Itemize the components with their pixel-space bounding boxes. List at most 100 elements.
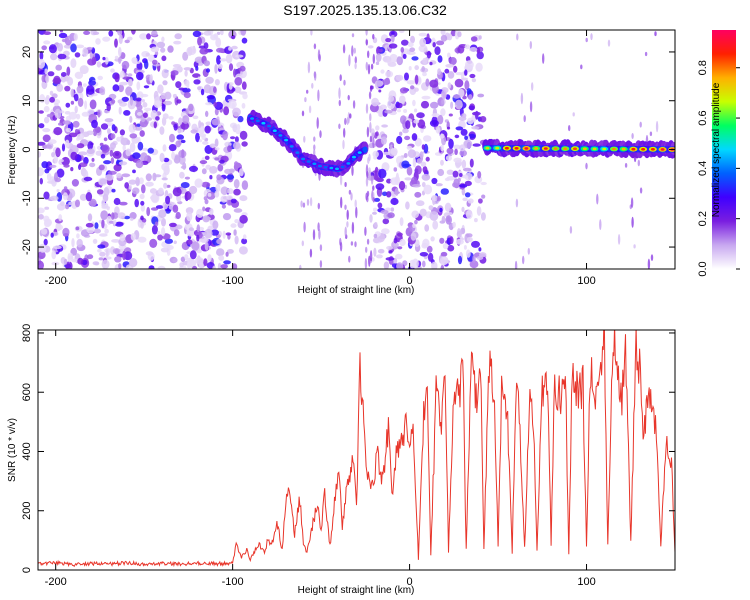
noise-speckle xyxy=(241,81,247,90)
noise-speckle xyxy=(440,34,448,42)
noise-speckle xyxy=(161,217,166,227)
noise-speckle xyxy=(142,102,148,108)
noise-speckle xyxy=(64,139,70,148)
noise-speckle xyxy=(119,201,128,206)
noise-speckle xyxy=(378,168,387,179)
noise-speckle xyxy=(405,201,410,210)
noise-speckle xyxy=(382,218,390,225)
noise-speckle xyxy=(38,167,44,177)
noise-speckle xyxy=(422,57,428,65)
noise-speckle xyxy=(365,39,368,46)
noise-speckle xyxy=(437,114,444,125)
y-tick-label: 0 xyxy=(21,146,33,152)
noise-speckle xyxy=(375,254,383,259)
noise-speckle xyxy=(124,182,130,189)
noise-speckle xyxy=(395,74,404,81)
noise-speckle xyxy=(369,85,373,92)
noise-speckle xyxy=(62,227,70,237)
noise-speckle xyxy=(384,109,393,114)
noise-speckle xyxy=(128,179,137,185)
noise-speckle xyxy=(216,47,225,53)
noise-speckle xyxy=(204,155,210,160)
noise-speckle xyxy=(380,209,389,214)
noise-speckle xyxy=(161,227,166,237)
noise-speckle xyxy=(74,129,79,134)
noise-speckle xyxy=(139,193,145,200)
noise-speckle xyxy=(161,68,169,79)
noise-speckle xyxy=(408,66,412,71)
noise-speckle xyxy=(63,186,68,191)
noise-speckle xyxy=(78,151,88,156)
noise-speckle xyxy=(346,221,349,228)
noise-speckle xyxy=(164,238,173,244)
noise-speckle xyxy=(381,79,391,86)
noise-speckle xyxy=(219,159,225,164)
noise-speckle xyxy=(168,144,177,152)
noise-speckle xyxy=(111,239,121,243)
noise-speckle xyxy=(421,144,425,150)
noise-speckle xyxy=(463,139,473,149)
noise-speckle xyxy=(310,30,313,36)
noise-speckle xyxy=(439,256,449,266)
noise-speckle xyxy=(136,91,144,100)
noise-speckle xyxy=(106,206,110,211)
noise-speckle xyxy=(306,198,310,206)
noise-speckle xyxy=(152,59,158,65)
noise-speckle xyxy=(123,215,131,220)
noise-speckle xyxy=(390,207,395,212)
noise-speckle xyxy=(214,79,220,86)
noise-speckle xyxy=(176,99,182,104)
noise-speckle xyxy=(192,265,198,269)
noise-speckle xyxy=(461,206,465,212)
noise-speckle xyxy=(76,233,80,239)
noise-speckle xyxy=(216,238,223,245)
noise-speckle xyxy=(212,265,216,269)
noise-speckle xyxy=(239,65,246,72)
noise-speckle xyxy=(201,181,211,188)
noise-speckle xyxy=(459,173,463,177)
noise-speckle xyxy=(441,215,446,224)
noise-speckle xyxy=(173,229,180,237)
noise-speckle xyxy=(172,258,178,263)
noise-speckle xyxy=(437,68,441,76)
noise-speckle xyxy=(49,164,57,168)
noise-speckle xyxy=(448,138,454,149)
noise-speckle xyxy=(374,80,384,87)
noise-speckle xyxy=(102,36,111,42)
noise-speckle xyxy=(216,248,225,257)
noise-speckle xyxy=(196,249,202,254)
noise-speckle xyxy=(57,43,63,52)
noise-speckle xyxy=(317,89,320,102)
track-peak-center xyxy=(323,165,328,169)
noise-speckle xyxy=(464,135,468,140)
noise-speckle xyxy=(216,31,221,35)
noise-speckle xyxy=(426,50,432,59)
noise-speckle xyxy=(97,244,106,249)
noise-speckle xyxy=(202,206,206,212)
noise-speckle xyxy=(419,38,427,47)
track-peak-center xyxy=(504,146,509,150)
noise-speckle xyxy=(64,75,69,82)
noise-speckle xyxy=(466,88,472,95)
track-peak-center xyxy=(641,148,646,151)
noise-speckle xyxy=(169,133,175,143)
noise-speckle xyxy=(190,129,198,134)
noise-speckle xyxy=(222,230,226,239)
noise-speckle xyxy=(397,109,401,113)
noise-speckle xyxy=(241,141,248,147)
noise-speckle xyxy=(123,251,133,261)
noise-speckle xyxy=(64,203,70,210)
noise-speckle xyxy=(452,221,456,228)
noise-speckle xyxy=(233,208,243,213)
noise-speckle xyxy=(299,264,302,269)
noise-speckle xyxy=(318,228,321,240)
noise-speckle xyxy=(98,177,108,186)
noise-speckle xyxy=(481,194,486,199)
noise-speckle xyxy=(214,147,220,151)
noise-speckle xyxy=(464,69,468,76)
noise-speckle xyxy=(122,76,130,80)
noise-speckle xyxy=(149,238,158,248)
noise-speckle xyxy=(151,30,158,37)
noise-speckle xyxy=(435,183,443,187)
noise-speckle xyxy=(202,215,210,223)
